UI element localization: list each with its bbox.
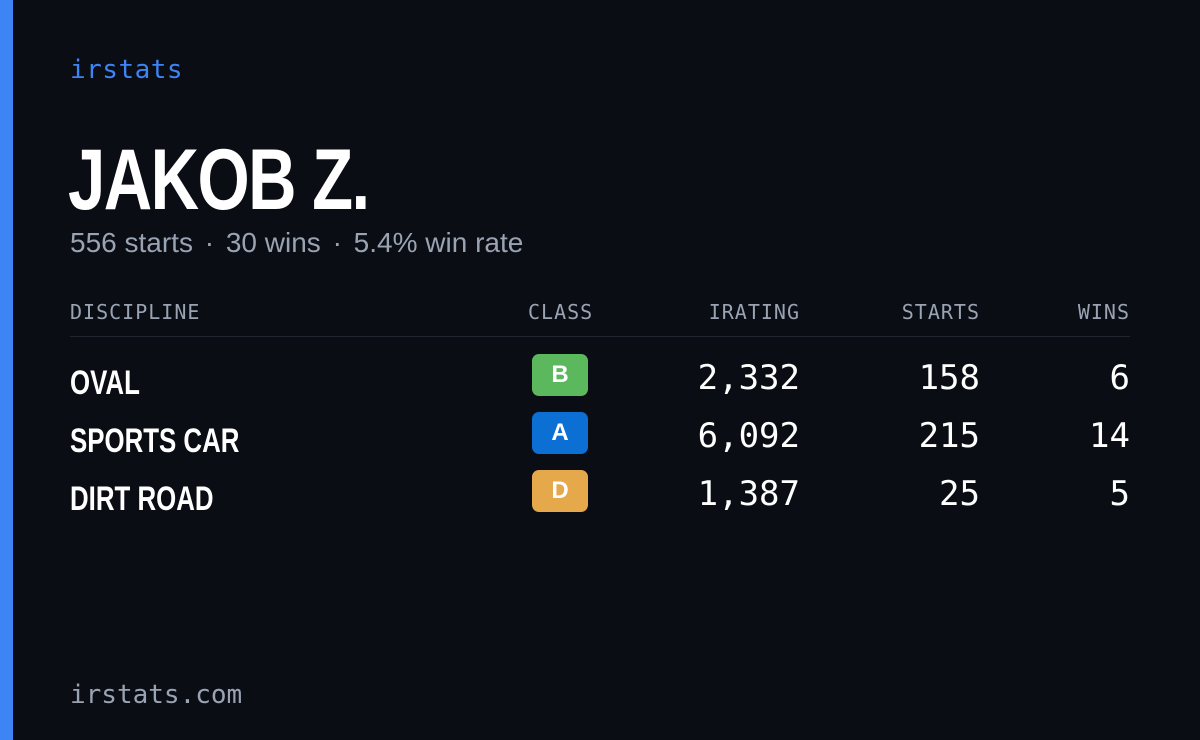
- irating-value: 6,092: [697, 416, 800, 456]
- wins-value: 5: [1109, 474, 1130, 514]
- starts-summary: 556 starts: [70, 227, 193, 258]
- header-irating: IRATING: [708, 300, 800, 324]
- starts-value: 215: [918, 416, 980, 456]
- header-discipline: DISCIPLINE: [70, 300, 201, 324]
- driver-summary: 556 starts · 30 wins · 5.4% win rate: [70, 227, 523, 259]
- table-body: OVAL B 2,332 158 6 SPORTS CAR A 6,092 21…: [70, 350, 1130, 524]
- wins-value: 14: [1089, 416, 1130, 456]
- discipline-name: SPORTS CAR: [70, 422, 240, 460]
- brand-logo: irstats: [70, 55, 184, 85]
- separator: ·: [332, 227, 342, 258]
- irating-value: 2,332: [697, 358, 800, 398]
- table-row: SPORTS CAR A 6,092 215 14: [70, 408, 1130, 466]
- wins-value: 6: [1109, 358, 1130, 398]
- class-badge: D: [532, 470, 588, 512]
- class-badge: A: [532, 412, 588, 454]
- separator: ·: [204, 227, 215, 258]
- driver-name: JAKOB Z.: [68, 132, 370, 228]
- win-rate-summary: 5.4% win rate: [353, 227, 524, 258]
- starts-value: 25: [939, 474, 980, 514]
- discipline-name: DIRT ROAD: [70, 480, 214, 518]
- wins-summary: 30 wins: [225, 227, 321, 258]
- starts-value: 158: [918, 358, 980, 398]
- irating-value: 1,387: [697, 474, 800, 514]
- accent-bar: [0, 0, 13, 740]
- header-class: CLASS: [528, 300, 594, 324]
- discipline-name: OVAL: [70, 364, 140, 402]
- table-row: OVAL B 2,332 158 6: [70, 350, 1130, 408]
- table-row: DIRT ROAD D 1,387 25 5: [70, 466, 1130, 524]
- footer-url: irstats.com: [70, 680, 243, 710]
- table-header: DISCIPLINE CLASS IRATING STARTS WINS: [70, 300, 1130, 337]
- header-wins: WINS: [1077, 300, 1130, 324]
- header-starts: STARTS: [901, 300, 980, 324]
- class-badge: B: [532, 354, 588, 396]
